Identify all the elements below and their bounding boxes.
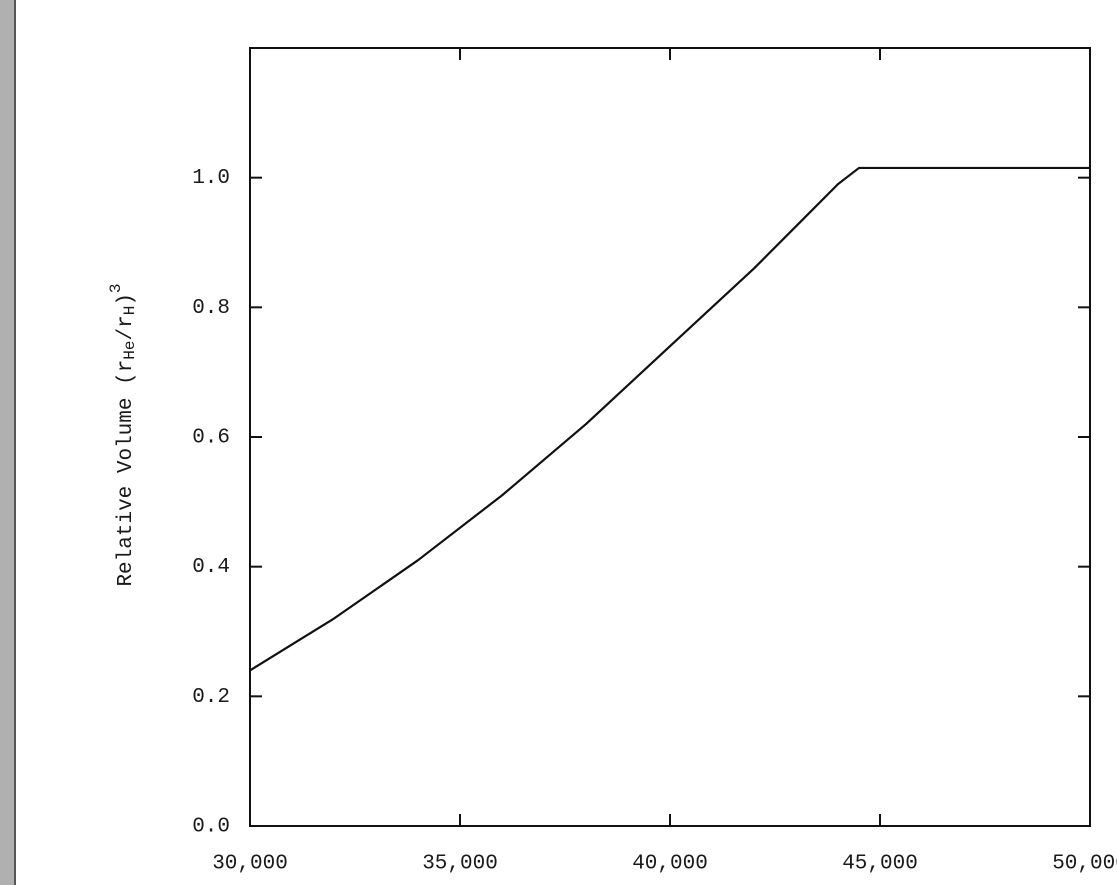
x-tick-label: 40,000	[632, 853, 708, 876]
y-tick-label: 0.4	[192, 556, 230, 579]
y-tick-label: 0.2	[192, 686, 230, 709]
y-tick-label: 0.8	[192, 297, 230, 320]
y-tick-label: 0.0	[192, 816, 230, 839]
y-axis-label: Relative Volume (rHe/rH)3	[107, 283, 139, 586]
x-tick-label: 50,000	[1052, 853, 1117, 876]
x-tick-label: 30,000	[212, 853, 288, 876]
x-tick-label: 35,000	[422, 853, 498, 876]
x-tick-label: 45,000	[842, 853, 918, 876]
data-line	[249, 166, 1090, 672]
scan-edge	[0, 0, 15, 885]
y-tick-label: 1.0	[192, 167, 230, 190]
y-tick-label: 0.6	[192, 427, 230, 450]
plot-frame	[249, 47, 1091, 827]
